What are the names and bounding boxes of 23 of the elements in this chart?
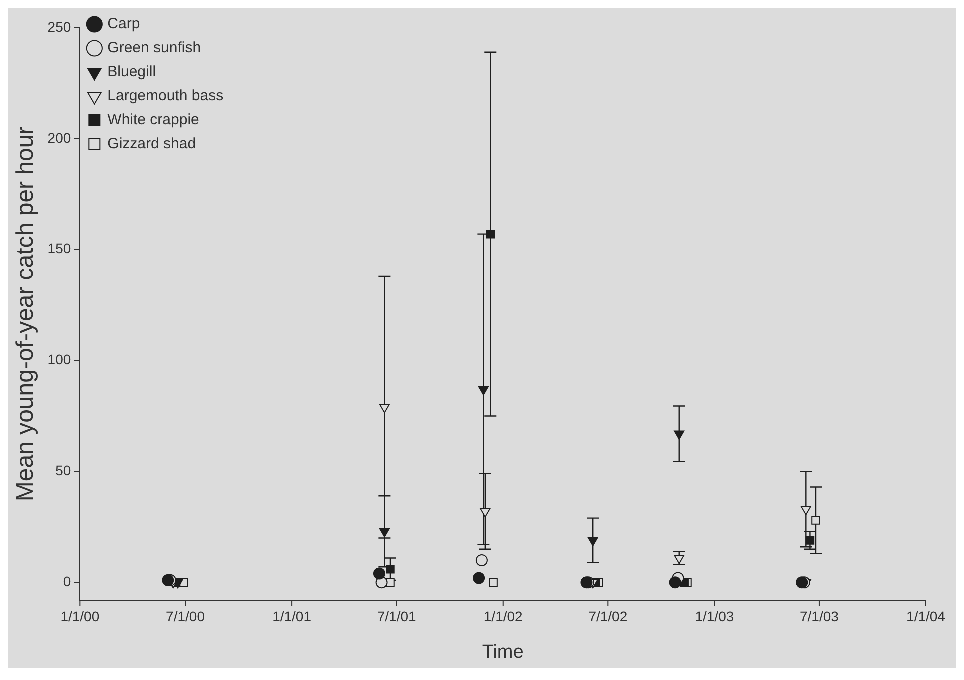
x-tick-label: 1/1/02 <box>484 608 524 625</box>
legend-label: Carp <box>108 16 140 33</box>
x-tick-label: 1/1/00 <box>60 608 100 625</box>
legend-label: White crappie <box>108 112 200 129</box>
x-tick-label: 1/1/03 <box>695 608 734 625</box>
x-axis-title: Time <box>482 642 524 663</box>
x-tick-label: 7/1/02 <box>588 608 628 625</box>
y-tick-label: 0 <box>63 574 72 590</box>
x-tick-label: 7/1/00 <box>166 608 206 625</box>
x-tick-label: 1/1/04 <box>906 608 946 625</box>
y-tick-label: 50 <box>56 462 72 479</box>
y-tick-label: 200 <box>48 130 72 146</box>
legend-label: Bluegill <box>108 64 156 81</box>
legend-label: Largemouth bass <box>108 88 224 105</box>
y-tick-label: 250 <box>48 18 72 35</box>
x-tick-label: 7/1/01 <box>377 608 417 625</box>
x-tick-label: 1/1/01 <box>272 608 312 625</box>
x-tick-label: 7/1/03 <box>800 608 840 625</box>
legend-label: Green sunfish <box>108 40 202 57</box>
y-axis-title: Mean young-of-year catch per hour <box>12 126 40 502</box>
legend-label: Gizzard shad <box>108 136 196 153</box>
y-tick-label: 100 <box>48 352 72 368</box>
y-tick-label: 150 <box>48 240 72 257</box>
